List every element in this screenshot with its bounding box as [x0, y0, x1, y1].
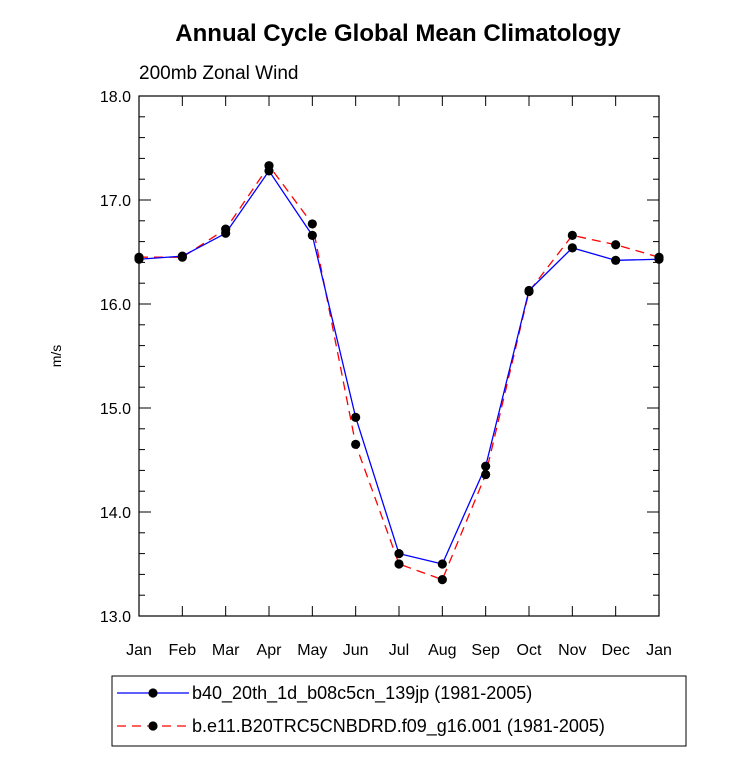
data-point: [264, 166, 274, 176]
chart-title: Annual Cycle Global Mean Climatology: [175, 20, 621, 47]
data-point: [437, 559, 447, 569]
x-tick-label: Jan: [126, 642, 152, 659]
x-tick-label: Dec: [601, 642, 629, 659]
data-point: [611, 240, 621, 250]
data-point: [351, 412, 361, 422]
data-point: [177, 251, 187, 261]
data-point: [394, 549, 404, 559]
data-point: [394, 559, 404, 569]
y-tick-label: 13.0: [100, 609, 131, 626]
chart-subtitle: 200mb Zonal Wind: [139, 63, 298, 84]
y-tick-label: 16.0: [100, 297, 131, 314]
x-tick-label: Nov: [558, 642, 586, 659]
x-tick-label: Oct: [517, 642, 542, 659]
x-tick-label: Feb: [169, 642, 197, 659]
legend-label-2: b.e11.B20TRC5CNBDRD.f09_g16.001 (1981-20…: [192, 716, 605, 737]
data-point: [351, 439, 361, 449]
x-tick-label: Apr: [257, 642, 283, 659]
data-point: [307, 230, 317, 240]
x-tick-label: Jul: [389, 642, 409, 659]
legend-label-1: b40_20th_1d_b08c5cn_139jp (1981-2005): [192, 683, 532, 704]
data-point: [654, 254, 664, 264]
x-tick-label: Aug: [428, 642, 456, 659]
x-tick-label: Sep: [471, 642, 500, 659]
series-line-2: [139, 164, 660, 581]
axis-ticks: [138, 95, 660, 617]
series-line-1: [138, 169, 660, 565]
data-point: [307, 219, 317, 229]
data-point: [611, 255, 621, 265]
legend-marker-1: [148, 688, 158, 698]
y-tick-label: 15.0: [100, 401, 131, 418]
data-point: [481, 469, 491, 480]
data-point: [567, 230, 577, 240]
legend-box: [111, 675, 687, 747]
x-tick-label: Jan: [646, 642, 672, 659]
data-point: [567, 243, 577, 253]
data-point: [524, 285, 534, 296]
y-tick-label: 14.0: [100, 505, 131, 522]
x-tick-label: Mar: [212, 642, 240, 659]
data-point: [221, 228, 231, 238]
legend: b40_20th_1d_b08c5cn_139jp (1981-2005) b.e…: [117, 683, 605, 737]
data-point: [481, 461, 491, 471]
y-axis-label: m/s: [48, 345, 64, 368]
data-point: [437, 575, 447, 585]
series-layer: [134, 161, 664, 585]
y-tick-label: 17.0: [100, 193, 131, 210]
y-tick-labels: 13.0 14.0 15.0 16.0 17.0 18.0: [100, 89, 131, 626]
x-tick-label: May: [297, 642, 327, 659]
plot-frame: [138, 95, 660, 617]
y-tick-label: 18.0: [100, 89, 131, 106]
data-point: [134, 254, 144, 264]
x-tick-label: Jun: [343, 642, 369, 659]
x-tick-labels: Jan Feb Mar Apr May Jun Jul Aug Sep Oct Nov Dec Jan: [126, 642, 672, 659]
legend-marker-2: [148, 721, 158, 731]
